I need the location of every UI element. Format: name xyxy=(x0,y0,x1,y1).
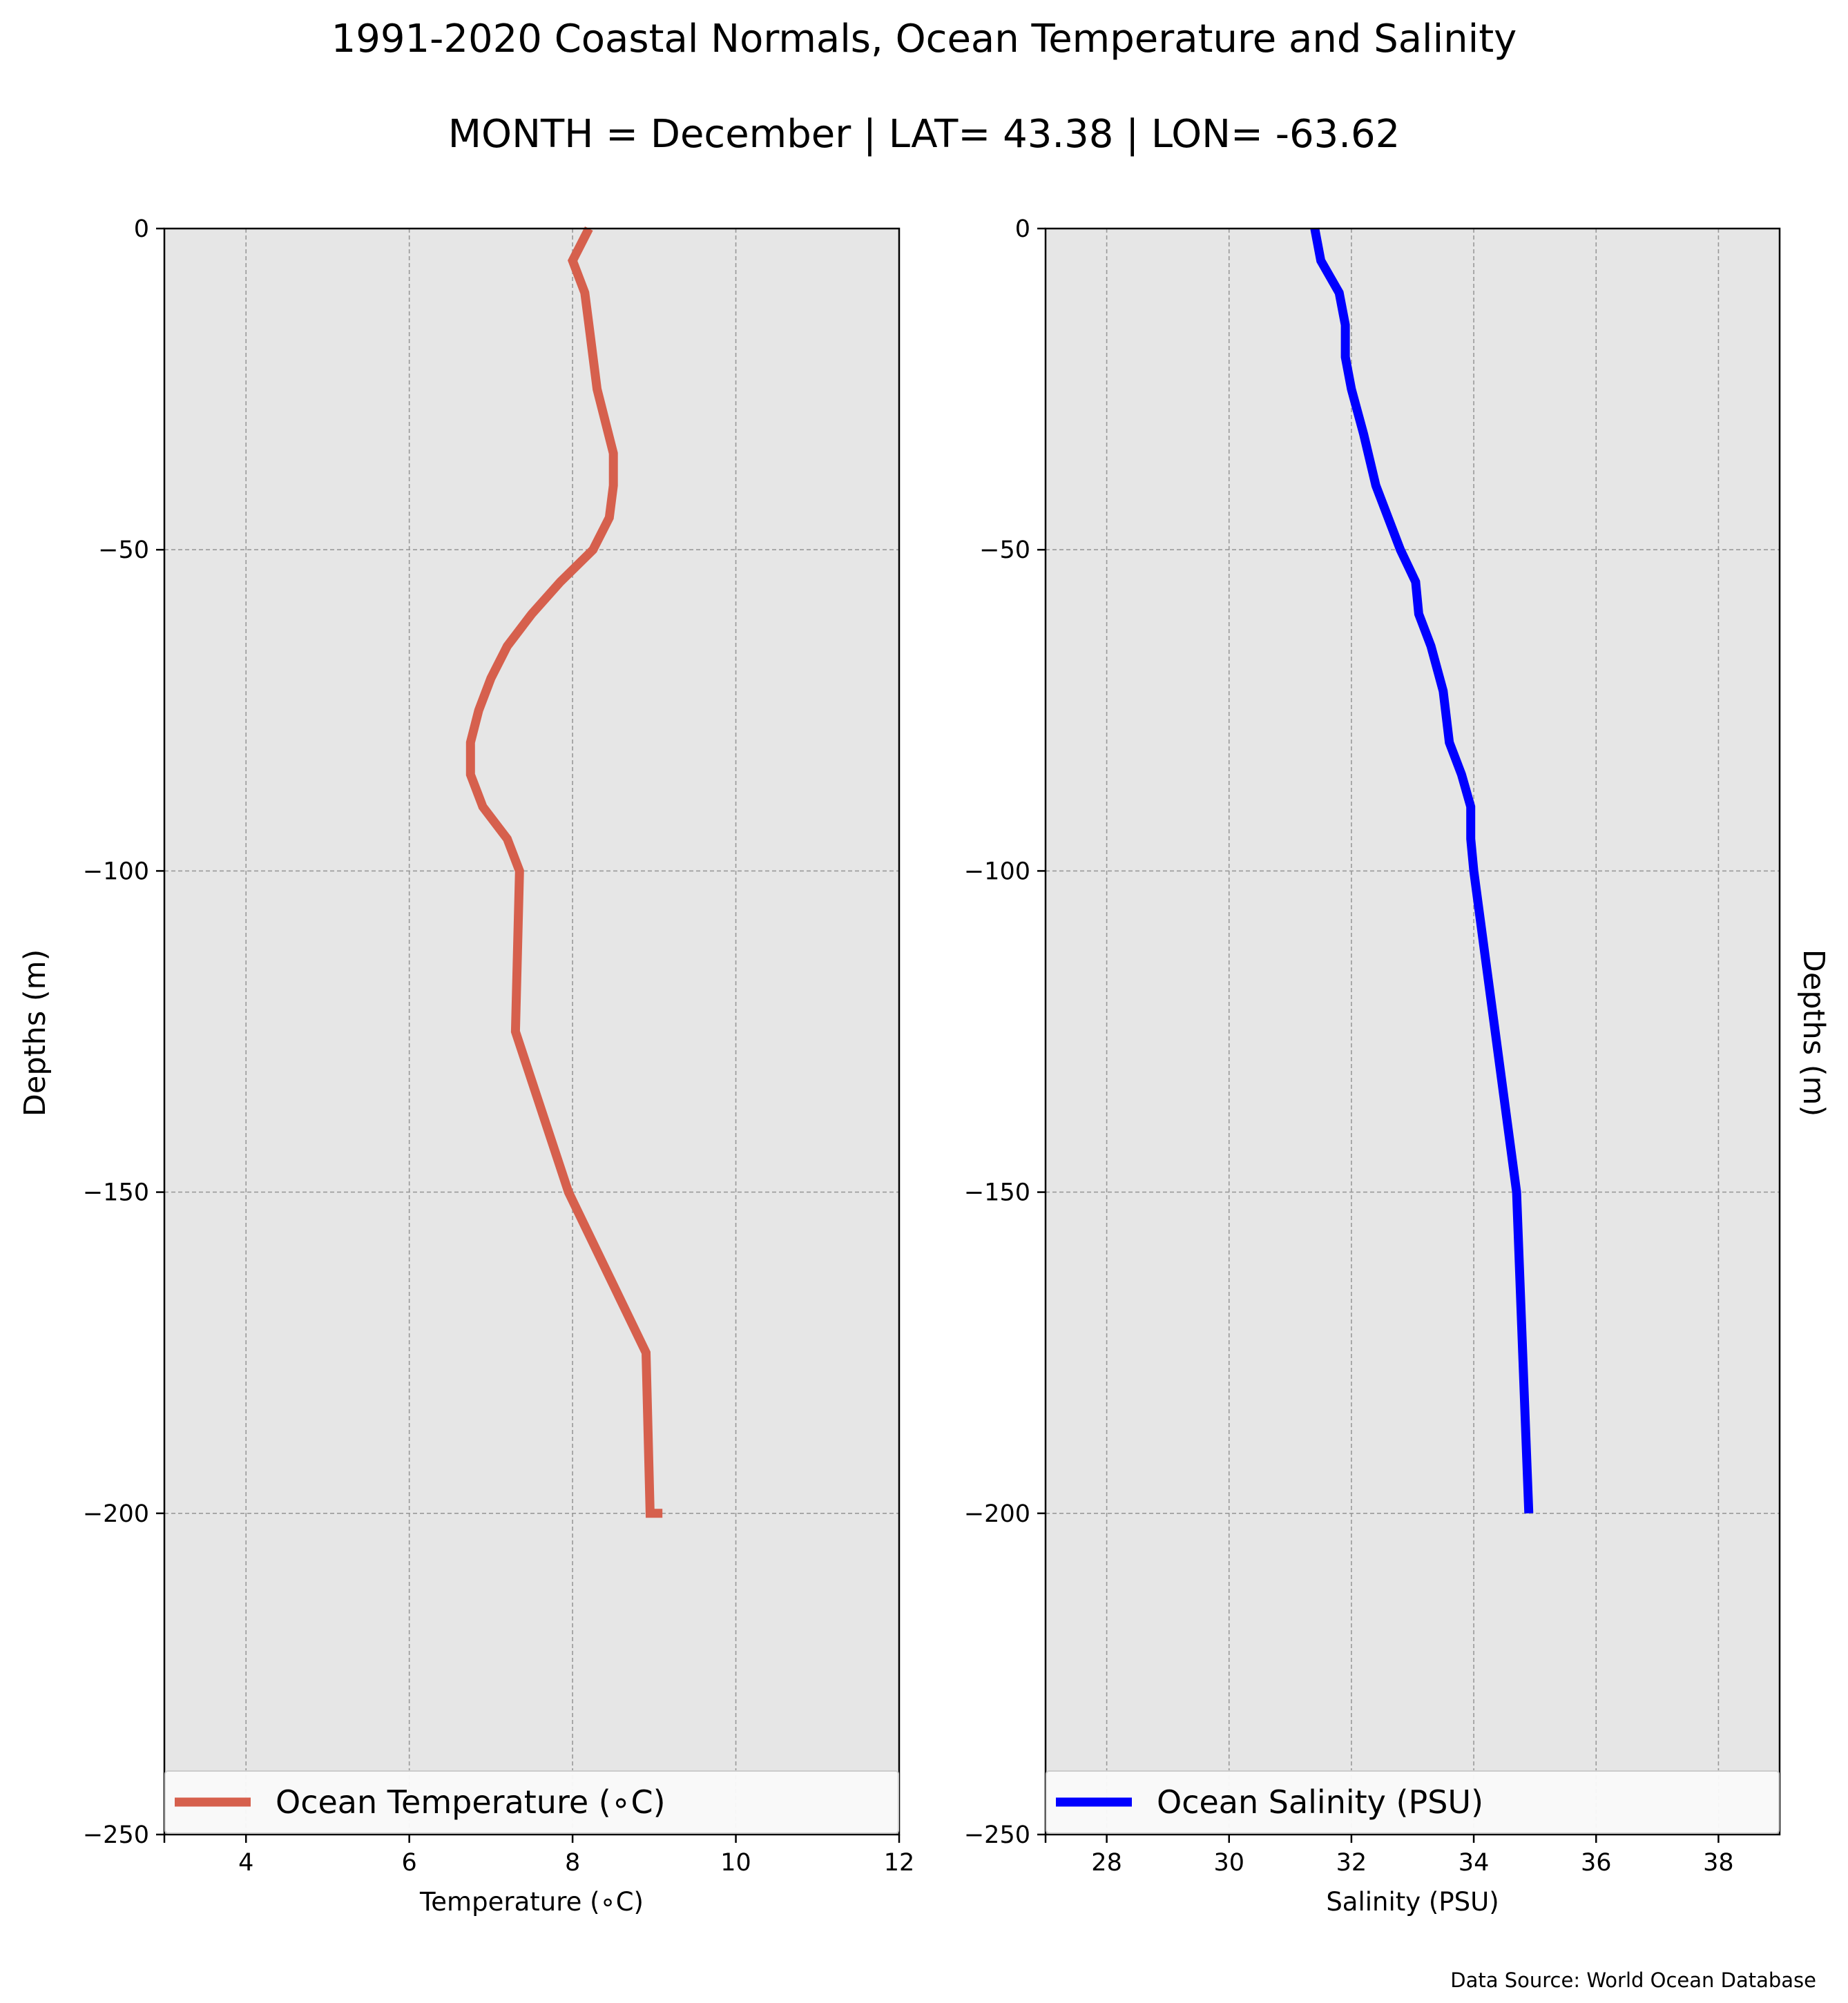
salinity-y-tick-label: −200 xyxy=(964,1500,1030,1528)
salinity-panel: 28 30 32 34 36 38 0 −50 −100 −150 −200 −250 Salinity… xyxy=(964,215,1781,1917)
salinity-legend-label: Ocean Salinity (PSU) xyxy=(1157,1783,1483,1821)
left-y-axis-label: Depths (m) xyxy=(18,949,52,1116)
salinity-axes-frame xyxy=(1044,227,1781,1836)
temperature-y-tick-label: −200 xyxy=(83,1500,149,1528)
salinity-y-tick-label: −250 xyxy=(964,1821,1030,1849)
salinity-y-tick-label: −150 xyxy=(964,1179,1030,1207)
temperature-y-tick-label: −250 xyxy=(83,1821,149,1849)
chart-title: 1991-2020 Coastal Normals, Ocean Tempera… xyxy=(331,17,1517,61)
data-source-note: Data Source: World Ocean Database xyxy=(1450,1968,1816,1992)
salinity-y-tick-label: −100 xyxy=(964,858,1030,885)
temperature-series-line xyxy=(465,226,663,1518)
salinity-legend xyxy=(1046,1770,1780,1834)
chart-subtitle: MONTH = December | LAT= 43.38 | LON= -63… xyxy=(448,112,1401,157)
temperature-y-tick-label: −100 xyxy=(83,858,149,885)
temperature-y-tick-label: −50 xyxy=(98,536,149,564)
salinity-series-line xyxy=(1310,227,1534,1514)
temperature-legend xyxy=(164,1770,899,1834)
salinity-x-tick-label: 28 xyxy=(1091,1849,1122,1877)
temperature-y-tick-label: −150 xyxy=(83,1179,149,1207)
salinity-x-tick-label: 36 xyxy=(1581,1849,1612,1877)
salinity-x-tick-label: 30 xyxy=(1213,1849,1244,1877)
salinity-x-tick-label: 32 xyxy=(1336,1849,1367,1877)
temperature-y-tick-label: 0 xyxy=(134,215,149,243)
salinity-x-axis-label: Salinity (PSU) xyxy=(1326,1887,1499,1917)
temperature-axes-frame xyxy=(163,227,901,1836)
temperature-legend-label: Ocean Temperature (∘C) xyxy=(276,1783,666,1821)
salinity-y-tick-label: 0 xyxy=(1015,215,1030,243)
temperature-x-tick-label: 8 xyxy=(565,1849,580,1877)
temperature-panel: 4 6 8 10 12 0 −50 −100 −150 −200 −250 Temperature (… xyxy=(83,215,914,1917)
temperature-plot-area xyxy=(164,229,899,1835)
temperature-x-tick-label: 12 xyxy=(884,1849,915,1877)
temperature-x-axis-label: Temperature (∘C) xyxy=(419,1887,644,1917)
right-y-axis-label: Depths (m) xyxy=(1796,949,1831,1116)
temperature-x-tick-label: 6 xyxy=(402,1849,417,1877)
temperature-x-tick-label: 4 xyxy=(238,1849,253,1877)
salinity-y-tick-label: −50 xyxy=(979,536,1030,564)
temperature-x-tick-label: 10 xyxy=(720,1849,751,1877)
salinity-plot-area xyxy=(1046,229,1780,1835)
salinity-x-tick-label: 38 xyxy=(1703,1849,1734,1877)
salinity-x-tick-label: 34 xyxy=(1459,1849,1490,1877)
